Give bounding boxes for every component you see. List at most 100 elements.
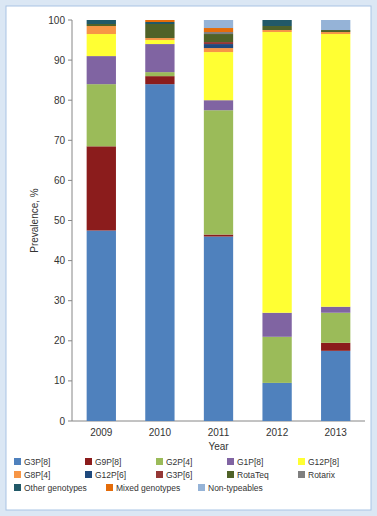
bar-segment xyxy=(204,100,233,110)
legend-label: Non-typeables xyxy=(208,483,263,493)
legend-label: G3P[6] xyxy=(166,470,192,480)
bar-segment xyxy=(87,146,116,230)
bar-segment xyxy=(321,30,350,32)
legend-swatch xyxy=(156,458,163,465)
bar-segment xyxy=(145,76,174,84)
legend-swatch xyxy=(198,484,205,491)
legend-label: Other genotypes xyxy=(24,483,87,493)
bar-segment xyxy=(262,383,291,421)
legend-label: G9P[8] xyxy=(95,457,121,467)
legend-swatch xyxy=(85,458,92,465)
bar-segment xyxy=(262,20,291,21)
bar-segment xyxy=(262,313,291,337)
bar-segment xyxy=(204,42,233,44)
x-tick-label: 2012 xyxy=(266,427,289,438)
bar-segment xyxy=(145,84,174,421)
y-tick-label: 50 xyxy=(54,215,66,226)
bar-segment xyxy=(87,24,116,26)
bar-segment xyxy=(204,32,233,34)
bar-segment xyxy=(87,56,116,84)
bar-segment xyxy=(145,22,174,24)
x-tick-label: 2013 xyxy=(325,427,348,438)
legend-swatch xyxy=(85,471,92,478)
y-tick-label: 90 xyxy=(54,55,66,66)
y-tick xyxy=(68,300,72,301)
y-tick xyxy=(68,421,72,422)
legend-swatch xyxy=(156,471,163,478)
legend-swatch xyxy=(14,484,21,491)
bar-segment xyxy=(204,20,233,28)
bar-segment xyxy=(204,237,233,421)
x-axis-title: Year xyxy=(208,441,229,452)
legend-swatch xyxy=(227,471,234,478)
legend: G3P[8] G9P[8] G2P[4] G1P[8] G12P[8] G8P[4] G12… xyxy=(14,457,339,493)
y-tick-label: 100 xyxy=(48,15,65,26)
bar-segment xyxy=(262,20,291,21)
bar-segment xyxy=(145,24,174,38)
bar-segment xyxy=(204,52,233,100)
y-tick xyxy=(68,100,72,101)
legend-swatch xyxy=(106,484,113,491)
y-axis-title: Prevalence, % xyxy=(29,188,40,253)
bar-segment xyxy=(321,307,350,313)
y-tick xyxy=(68,60,72,61)
y-tick-label: 20 xyxy=(54,335,66,346)
legend-swatch xyxy=(14,471,21,478)
x-tick-label: 2009 xyxy=(90,427,113,438)
x-tick-label: 2010 xyxy=(149,427,172,438)
bar-segment xyxy=(204,28,233,32)
y-tick xyxy=(68,140,72,141)
bar-segment xyxy=(204,110,233,234)
bar-segment xyxy=(262,20,291,26)
panel xyxy=(6,6,371,510)
bar-segment xyxy=(87,231,116,421)
legend-label: Rotarix xyxy=(308,470,336,480)
bar-segment xyxy=(262,32,291,313)
legend-swatch xyxy=(298,471,305,478)
y-axis xyxy=(72,20,73,421)
y-tick xyxy=(68,20,72,21)
y-tick-label: 0 xyxy=(59,416,65,427)
bar-segment xyxy=(204,44,233,48)
bar-segment xyxy=(321,343,350,351)
bar-segment xyxy=(262,30,291,32)
y-tick xyxy=(68,260,72,261)
bar-segment xyxy=(145,40,174,44)
legend-label: G2P[4] xyxy=(166,457,192,467)
y-tick-label: 40 xyxy=(54,255,66,266)
bars xyxy=(87,20,351,421)
y-tick xyxy=(68,180,72,181)
bar-segment xyxy=(321,351,350,421)
legend-label: G3P[8] xyxy=(24,457,50,467)
bar-segment xyxy=(262,337,291,383)
bar-segment xyxy=(204,48,233,52)
legend-label: G12P[6] xyxy=(95,470,126,480)
bar-segment xyxy=(145,44,174,72)
y-tick xyxy=(68,380,72,381)
bar-segment xyxy=(262,26,291,30)
y-tick-label: 30 xyxy=(54,295,66,306)
bar-segment xyxy=(87,20,116,21)
bar-segment xyxy=(145,72,174,76)
y-tick-label: 70 xyxy=(54,135,66,146)
legend-swatch xyxy=(14,458,21,465)
legend-label: G12P[8] xyxy=(308,457,339,467)
legend-label: Mixed genotypes xyxy=(116,483,180,493)
bar-segment xyxy=(145,20,174,22)
legend-label: G1P[8] xyxy=(237,457,263,467)
legend-swatch xyxy=(298,458,305,465)
bar-segment xyxy=(87,84,116,146)
legend-swatch xyxy=(227,458,234,465)
bar-segment xyxy=(321,34,350,307)
bar-segment xyxy=(204,235,233,237)
y-tick-label: 80 xyxy=(54,95,66,106)
y-tick xyxy=(68,220,72,221)
bar-segment xyxy=(145,38,174,40)
bar-segment xyxy=(204,34,233,42)
legend-label: G8P[4] xyxy=(24,470,50,480)
bar-segment xyxy=(87,20,116,21)
legend-label: RotaTeq xyxy=(237,470,269,480)
bar-segment xyxy=(87,26,116,34)
y-tick-label: 60 xyxy=(54,175,66,186)
bar-segment xyxy=(145,20,174,21)
